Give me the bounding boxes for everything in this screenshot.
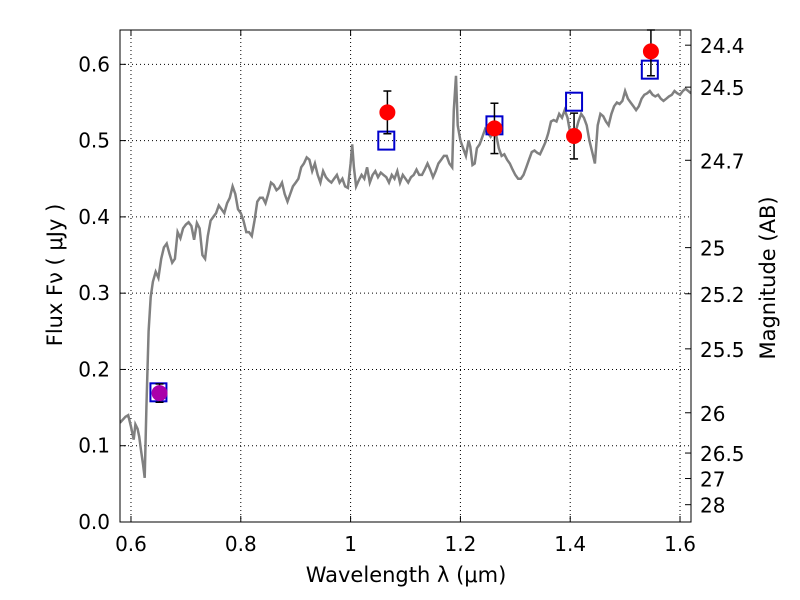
right-tick-label: 24.5 — [700, 76, 745, 100]
x-axis-label: Wavelength λ (μm) — [306, 563, 507, 587]
x-tick-label: 1.2 — [444, 532, 476, 556]
right-tick-label: 26 — [700, 402, 725, 426]
y-tick-label: 0.3 — [78, 281, 110, 305]
x-tick-label: 1.4 — [554, 532, 586, 556]
observed-flux-point — [566, 128, 583, 145]
series-layer — [120, 29, 691, 478]
y-tick-label: 0.4 — [78, 205, 110, 229]
right-tick-label: 24.7 — [700, 149, 745, 173]
y-tick-label: 0.2 — [78, 357, 110, 381]
model-flux-square — [565, 91, 584, 112]
y-axis-label: Flux Fν ( μJy ) — [43, 204, 67, 347]
ticks-layer: 0.6 0.8 1 1.2 1.4 1.6 0.0 0.1 0.2 0.3 0.4 0.5 0.6 24.… — [78, 30, 745, 556]
y-tick-label: 0.1 — [78, 434, 110, 458]
observed-flux-point — [486, 120, 503, 137]
spectrum-line — [120, 75, 691, 478]
right-tick-label: 25 — [700, 237, 725, 261]
y-tick-label: 0.6 — [78, 52, 110, 76]
model-flux-square — [640, 59, 659, 80]
right-tick-label: 26.5 — [700, 442, 745, 466]
plot-frame — [119, 29, 692, 523]
grid — [120, 30, 691, 523]
x-tick-label: 0.6 — [115, 532, 147, 556]
x-tick-label: 1.6 — [664, 532, 696, 556]
x-tick-label: 0.8 — [225, 532, 257, 556]
right-tick-label: 27 — [700, 468, 725, 492]
right-tick-label: 24.4 — [700, 34, 745, 58]
y-axis-right-label: Magnitude (AB) — [756, 196, 780, 359]
model-flux-square — [377, 130, 396, 151]
x-tick-label: 1 — [344, 532, 357, 556]
right-tick-label: 25.5 — [700, 338, 745, 362]
right-tick-label: 25.2 — [700, 283, 745, 307]
observed-flux-point — [151, 385, 168, 402]
y-tick-label: 0.0 — [78, 510, 110, 534]
y-tick-label: 0.5 — [78, 129, 110, 153]
observed-flux-point — [379, 104, 396, 121]
right-tick-label: 28 — [700, 494, 725, 518]
observed-flux-point — [642, 43, 659, 60]
